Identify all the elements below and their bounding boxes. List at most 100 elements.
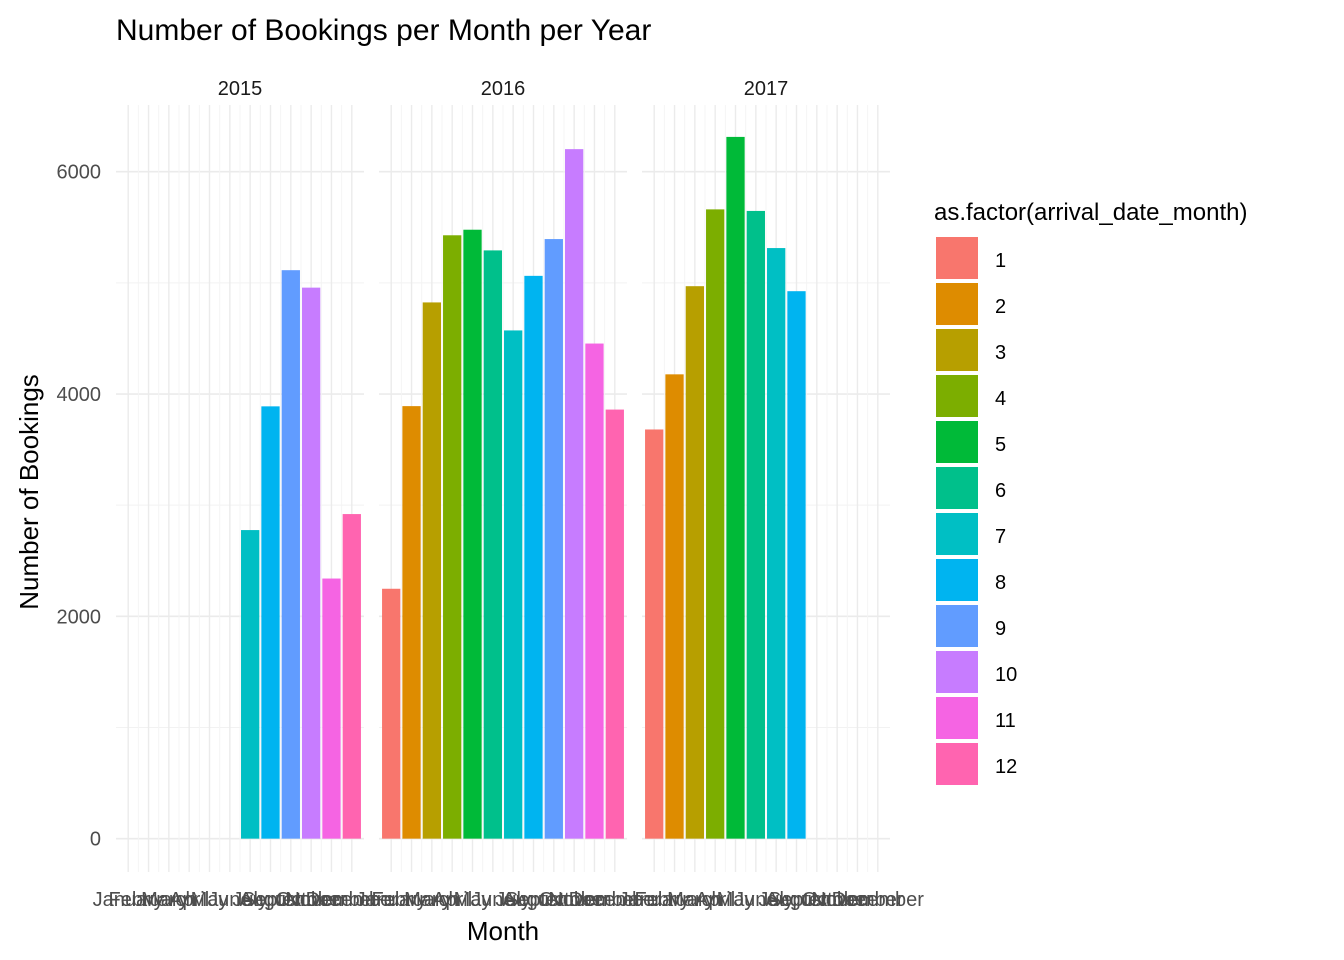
legend-item-3: 3 — [936, 329, 1006, 371]
legend-item-2: 2 — [936, 283, 1006, 325]
bar-2015-aug — [261, 406, 280, 839]
x-tick-label: November — [285, 889, 378, 911]
x-tick-label: August — [765, 889, 828, 911]
x-tick-label: March — [141, 889, 197, 911]
bar-2016-jun — [483, 250, 502, 839]
legend-label: 11 — [995, 710, 1016, 732]
legend-item-10: 10 — [936, 651, 1017, 693]
legend-item-9: 9 — [936, 605, 1006, 647]
bar-2017-feb — [665, 374, 684, 839]
bar-2016-jan — [382, 588, 401, 839]
legend-label: 3 — [995, 342, 1006, 364]
legend-label: 8 — [995, 572, 1006, 594]
bar-2017-jul — [767, 248, 786, 839]
legend-item-7: 7 — [936, 513, 1006, 555]
x-tick-label: May — [717, 889, 755, 911]
x-tick-label: March — [404, 889, 460, 911]
x-tick-label: January — [356, 889, 427, 911]
legend-swatch — [936, 559, 978, 601]
legend-label: 4 — [995, 388, 1006, 410]
bar-2016-apr — [443, 235, 462, 839]
x-tick-label: May — [191, 889, 229, 911]
x-tick-label: February — [372, 889, 452, 911]
legend-label: 1 — [995, 250, 1006, 272]
facet-panels: 2015JanuaryFebruaryMarchAprilMayJuneJuly… — [93, 78, 925, 911]
x-tick-label: October — [539, 889, 610, 911]
legend: as.factor(arrival_date_month) 1234567891… — [934, 199, 1247, 785]
legend-swatch — [936, 513, 978, 555]
x-tick-label: August — [239, 889, 302, 911]
x-tick-label: January — [619, 889, 690, 911]
legend-label: 9 — [995, 618, 1006, 640]
bar-2017-aug — [787, 291, 806, 839]
bar-2016-oct — [565, 149, 584, 839]
legend-swatch — [936, 375, 978, 417]
bar-2015-oct — [302, 287, 321, 839]
x-tick-label: September — [505, 889, 603, 911]
legend-swatch — [936, 421, 978, 463]
facet-label-2017: 2017 — [744, 78, 789, 100]
legend-swatch — [936, 329, 978, 371]
legend-item-8: 8 — [936, 559, 1006, 601]
x-tick-label: July — [758, 889, 794, 911]
y-tick-label: 6000 — [57, 162, 102, 184]
x-tick-label: June — [208, 889, 251, 911]
bar-2017-mar — [685, 286, 704, 839]
x-tick-label: October — [276, 889, 347, 911]
facet-panel-2017: 2017 JanuaryFebruaryMarchAprilMayJuneJuly… — [619, 78, 925, 911]
y-axis: 0 2000 4000 6000 — [57, 162, 102, 851]
x-tick-label: April — [432, 889, 472, 911]
legend-item-4: 4 — [936, 375, 1006, 417]
bar-2015-nov — [322, 578, 341, 839]
legend-item-5: 5 — [936, 421, 1006, 463]
facet-label-2015: 2015 — [218, 78, 263, 100]
x-tick-label: March — [667, 889, 723, 911]
chart-title: Number of Bookings per Month per Year — [116, 14, 651, 47]
x-tick-label: June — [734, 889, 777, 911]
x-tick-label: February — [635, 889, 715, 911]
legend-item-11: 11 — [936, 697, 1016, 739]
legend-label: 12 — [995, 756, 1017, 778]
legend-label: 2 — [995, 296, 1006, 318]
bar-2017-jun — [746, 210, 765, 839]
x-tick-label: October — [802, 889, 873, 911]
legend-label: 5 — [995, 434, 1006, 456]
x-tick-label: February — [109, 889, 189, 911]
bar-2016-may — [463, 229, 482, 839]
x-tick-label: December — [832, 889, 925, 911]
legend-title: as.factor(arrival_date_month) — [934, 199, 1247, 226]
bar-2016-aug — [524, 275, 543, 839]
bar-2017-apr — [706, 209, 725, 839]
x-tick-label: August — [502, 889, 565, 911]
bar-2016-nov — [585, 343, 604, 839]
facet-panel-2015: 2015 JanuaryFebruaryMarchAprilMayJuneJuly… — [93, 78, 399, 911]
bar-2016-mar — [422, 302, 441, 839]
y-axis-label: Number of Bookings — [14, 374, 44, 610]
x-tick-label: December — [306, 889, 399, 911]
legend-label: 10 — [995, 664, 1017, 686]
x-tick-label: November — [548, 889, 641, 911]
x-tick-label: December — [569, 889, 662, 911]
y-tick-label: 4000 — [57, 384, 102, 406]
x-tick-label: April — [169, 889, 209, 911]
bar-2016-sep — [544, 239, 563, 839]
x-tick-label: May — [454, 889, 492, 911]
legend-swatch — [936, 237, 978, 279]
legend-swatch — [936, 605, 978, 647]
x-tick-label: January — [93, 889, 164, 911]
y-tick-label: 2000 — [57, 606, 102, 628]
bar-2016-feb — [402, 406, 421, 839]
bar-2015-dec — [342, 514, 361, 839]
legend-item-12: 12 — [936, 743, 1017, 785]
x-tick-label: September — [242, 889, 340, 911]
legend-swatch — [936, 743, 978, 785]
facet-panel-2016: 2016 JanuaryFebruaryMarchAprilMayJuneJuly… — [356, 78, 662, 911]
x-tick-label: July — [495, 889, 531, 911]
legend-item-6: 6 — [936, 467, 1006, 509]
legend-label: 7 — [995, 526, 1006, 548]
x-tick-label: June — [471, 889, 514, 911]
x-axis-label: Month — [467, 916, 539, 946]
x-tick-label: April — [695, 889, 735, 911]
x-tick-label: July — [232, 889, 268, 911]
